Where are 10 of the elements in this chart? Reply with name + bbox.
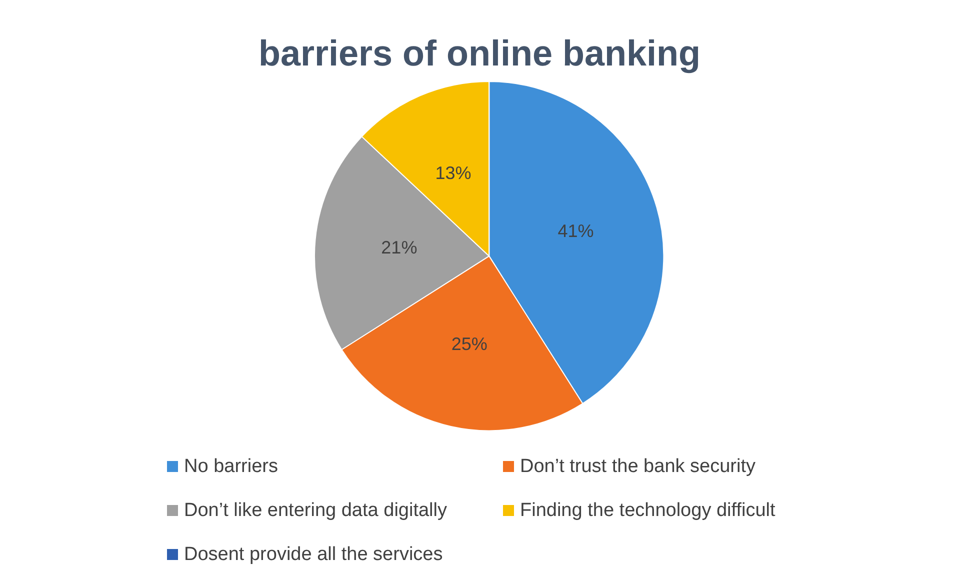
legend-label: No barriers bbox=[184, 456, 278, 477]
data-label: 21% bbox=[381, 238, 418, 258]
legend-label: Finding the technology difficult bbox=[520, 500, 776, 521]
legend-label: Don’t trust the bank security bbox=[520, 456, 756, 477]
legend-label: Don’t like entering data digitally bbox=[184, 500, 448, 521]
data-label: 13% bbox=[435, 163, 472, 184]
legend-label: Dosent provide all the services bbox=[184, 544, 443, 565]
data-label: 41% bbox=[558, 220, 594, 241]
data-label: 25% bbox=[451, 334, 488, 354]
chart-title: barriers of online banking bbox=[258, 32, 701, 74]
